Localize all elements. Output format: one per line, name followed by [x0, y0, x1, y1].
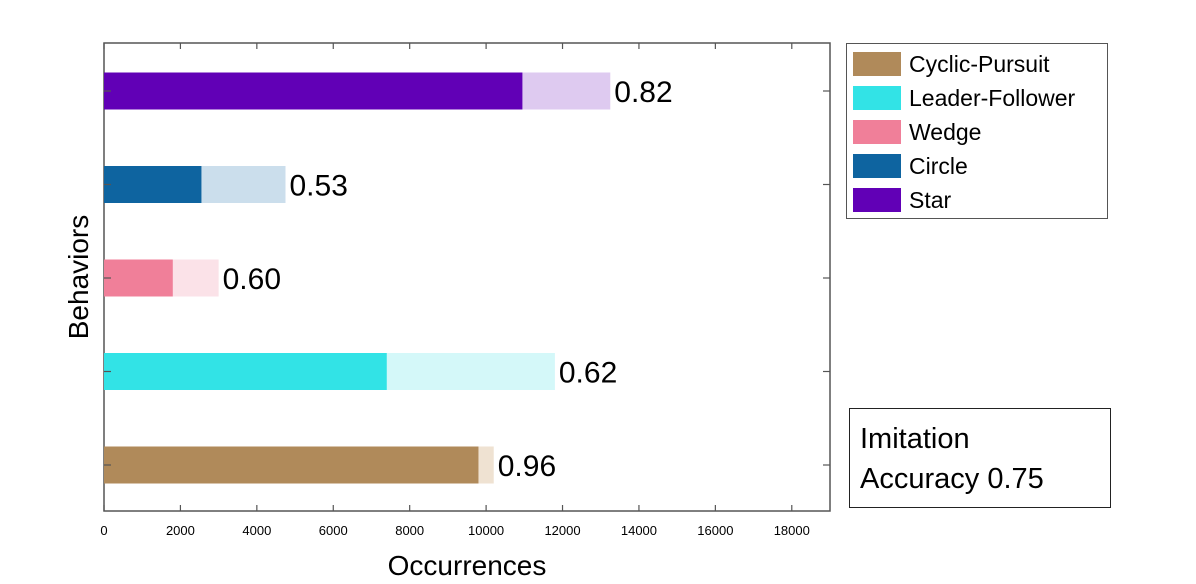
legend-item-leader-follower: Leader-Follower [853, 84, 1075, 112]
x-tick-label: 4000 [242, 523, 271, 538]
note-line-2: Accuracy 0.75 [860, 463, 1044, 495]
legend-label: Wedge [909, 118, 982, 145]
bar-correct-circle [104, 166, 202, 203]
legend-item-cyclic-pursuit: Cyclic-Pursuit [853, 50, 1050, 78]
x-tick-label: 14000 [621, 523, 657, 538]
bar-correct-leader-follower [104, 353, 387, 390]
x-tick-label: 12000 [544, 523, 580, 538]
legend-swatch [853, 188, 901, 212]
legend-swatch [853, 86, 901, 110]
x-tick-label: 18000 [774, 523, 810, 538]
x-tick-label: 8000 [395, 523, 424, 538]
x-tick-label: 16000 [697, 523, 733, 538]
legend-label: Cyclic-Pursuit [909, 50, 1050, 77]
bar-value-label-leader-follower: 0.62 [559, 357, 617, 390]
bar-value-label-star: 0.82 [614, 76, 672, 109]
x-tick-label: 2000 [166, 523, 195, 538]
legend: Cyclic-Pursuit Leader-Follower Wedge Cir… [846, 43, 1108, 219]
bar-correct-wedge [104, 259, 173, 297]
legend-swatch [853, 154, 901, 178]
bar-value-label-cyclic-pursuit: 0.96 [498, 450, 556, 483]
legend-item-wedge: Wedge [853, 118, 981, 146]
plot-area-frame [103, 42, 831, 512]
imitation-accuracy-box: Imitation Accuracy 0.75 [849, 408, 1111, 508]
bar-value-label-wedge: 0.60 [223, 263, 281, 296]
legend-item-circle: Circle [853, 152, 968, 180]
y-axis-label: Behaviors [63, 215, 94, 340]
bar-correct-cyclic-pursuit [104, 446, 479, 484]
legend-swatch [853, 120, 901, 144]
legend-label: Circle [909, 152, 968, 179]
x-tick-label: 6000 [319, 523, 348, 538]
bar-value-label-circle: 0.53 [290, 170, 348, 203]
bar-correct-star [104, 72, 523, 110]
x-tick-label: 0 [100, 523, 107, 538]
note-line-1: Imitation [860, 423, 970, 455]
legend-label: Star [909, 186, 952, 213]
x-tick-label: 10000 [468, 523, 504, 538]
legend-item-star: Star [853, 186, 951, 214]
x-axis-label: Occurrences [388, 550, 547, 581]
legend-label: Leader-Follower [909, 84, 1076, 111]
legend-swatch [853, 52, 901, 76]
